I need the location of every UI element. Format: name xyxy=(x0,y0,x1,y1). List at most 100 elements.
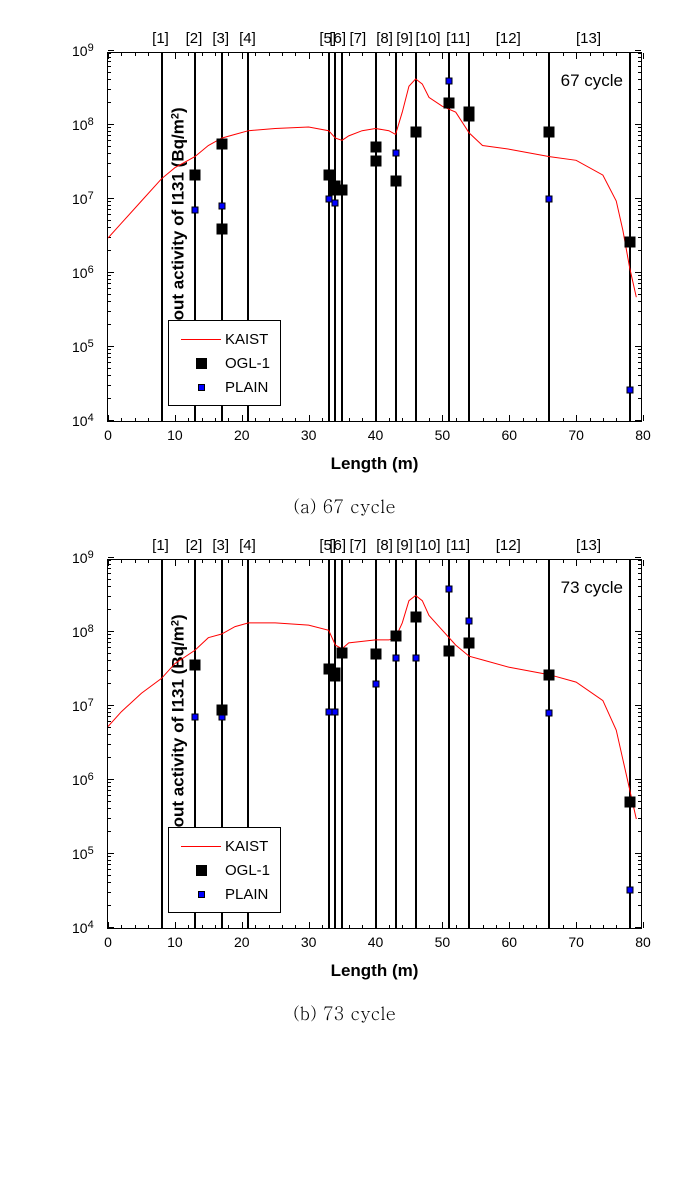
plain-marker xyxy=(392,654,399,661)
x-tick-label: 10 xyxy=(167,934,183,950)
plain-marker xyxy=(191,207,198,214)
x-tick-label: 80 xyxy=(635,427,651,443)
ogl1-marker xyxy=(464,106,475,117)
x-tick-label: 0 xyxy=(104,427,112,443)
ogl1-marker xyxy=(624,797,635,808)
plain-marker xyxy=(191,714,198,721)
y-tick-label: 104 xyxy=(72,413,94,429)
segment-label: [4] xyxy=(239,30,256,47)
plot-area: 0102030405060708010410510610710810967 cy… xyxy=(107,52,642,422)
ogl1-marker xyxy=(410,127,421,138)
plain-marker xyxy=(546,196,553,203)
segment-label: [11] xyxy=(446,537,470,554)
x-axis-label: Length (m) xyxy=(107,454,642,474)
ogl1-marker xyxy=(464,638,475,649)
x-tick-label: 70 xyxy=(568,934,584,950)
segment-label: [4] xyxy=(239,537,256,554)
plain-marker xyxy=(446,586,453,593)
legend-item: OGL-1 xyxy=(177,858,270,882)
segment-line xyxy=(629,560,631,928)
ogl1-marker xyxy=(370,142,381,153)
segment-line xyxy=(375,53,377,421)
segment-line xyxy=(328,53,330,421)
ogl1-marker xyxy=(323,170,334,181)
legend-item: PLAIN xyxy=(177,375,270,399)
segment-line xyxy=(395,53,397,421)
y-tick-label: 104 xyxy=(72,920,94,936)
segment-label: [1] xyxy=(152,30,169,47)
x-tick-label: 60 xyxy=(501,427,517,443)
x-tick-label: 20 xyxy=(234,934,250,950)
plain-marker xyxy=(466,617,473,624)
legend-item: OGL-1 xyxy=(177,351,270,375)
segment-line xyxy=(161,53,163,421)
cycle-label: 73 cycle xyxy=(561,578,623,598)
segment-line xyxy=(341,53,343,421)
ogl1-marker xyxy=(189,660,200,671)
x-tick-label: 50 xyxy=(435,427,451,443)
chart-caption: (b) 73 cycle xyxy=(15,1001,674,1026)
y-tick-label: 106 xyxy=(72,265,94,281)
segment-label: [10] xyxy=(415,537,440,554)
chart-a: [1][2][3][4][5][6][7][8][9][10][11][12][… xyxy=(15,52,674,519)
ogl1-marker xyxy=(216,704,227,715)
legend: KAISTOGL-1PLAIN xyxy=(168,320,281,406)
ogl1-marker xyxy=(337,647,348,658)
chart-caption: (a) 67 cycle xyxy=(15,494,674,519)
y-tick-label: 109 xyxy=(72,43,94,59)
y-tick-label: 107 xyxy=(72,191,94,207)
y-tick-label: 108 xyxy=(72,117,94,133)
y-tick-label: 107 xyxy=(72,698,94,714)
segment-label: [7] xyxy=(349,30,366,47)
plain-marker xyxy=(332,199,339,206)
x-tick-label: 60 xyxy=(501,934,517,950)
plain-marker xyxy=(218,203,225,210)
segment-line xyxy=(334,53,336,421)
x-tick-label: 0 xyxy=(104,934,112,950)
y-tick-label: 106 xyxy=(72,772,94,788)
ogl1-marker xyxy=(444,97,455,108)
ogl1-marker xyxy=(544,127,555,138)
segment-line xyxy=(415,53,417,421)
segment-label: [10] xyxy=(415,30,440,47)
x-tick-label: 50 xyxy=(435,934,451,950)
segment-label: [6] xyxy=(329,30,346,47)
segment-label: [8] xyxy=(376,537,393,554)
cycle-label: 67 cycle xyxy=(561,71,623,91)
segment-line xyxy=(548,53,550,421)
segment-line xyxy=(548,560,550,928)
legend-item: PLAIN xyxy=(177,882,270,906)
segment-label: [1] xyxy=(152,537,169,554)
plain-marker xyxy=(626,386,633,393)
ogl1-marker xyxy=(189,170,200,181)
x-tick-label: 20 xyxy=(234,427,250,443)
ogl1-marker xyxy=(370,649,381,660)
segment-label: [7] xyxy=(349,537,366,554)
ogl1-marker xyxy=(390,175,401,186)
segment-label: [13] xyxy=(576,30,601,47)
plain-marker xyxy=(392,150,399,157)
chart-b: [1][2][3][4][5][6][7][8][9][10][11][12][… xyxy=(15,559,674,1026)
ogl1-marker xyxy=(216,223,227,234)
segment-label: [8] xyxy=(376,30,393,47)
x-tick-label: 40 xyxy=(368,427,384,443)
ogl1-marker xyxy=(370,155,381,166)
x-tick-label: 30 xyxy=(301,934,317,950)
ogl1-marker xyxy=(410,612,421,623)
segment-line xyxy=(161,560,163,928)
segment-label: [9] xyxy=(396,30,413,47)
plot-area: 0102030405060708010410510610710810973 cy… xyxy=(107,559,642,929)
segment-line xyxy=(328,560,330,928)
segment-label: [9] xyxy=(396,537,413,554)
segment-line xyxy=(468,560,470,928)
ogl1-marker xyxy=(390,630,401,641)
x-tick-label: 10 xyxy=(167,427,183,443)
ogl1-marker xyxy=(544,669,555,680)
x-tick-label: 70 xyxy=(568,427,584,443)
x-axis-label: Length (m) xyxy=(107,961,642,981)
segment-line xyxy=(334,560,336,928)
segment-label: [6] xyxy=(329,537,346,554)
x-tick-label: 30 xyxy=(301,427,317,443)
segment-label: [11] xyxy=(446,30,470,47)
ogl1-marker xyxy=(330,667,341,678)
